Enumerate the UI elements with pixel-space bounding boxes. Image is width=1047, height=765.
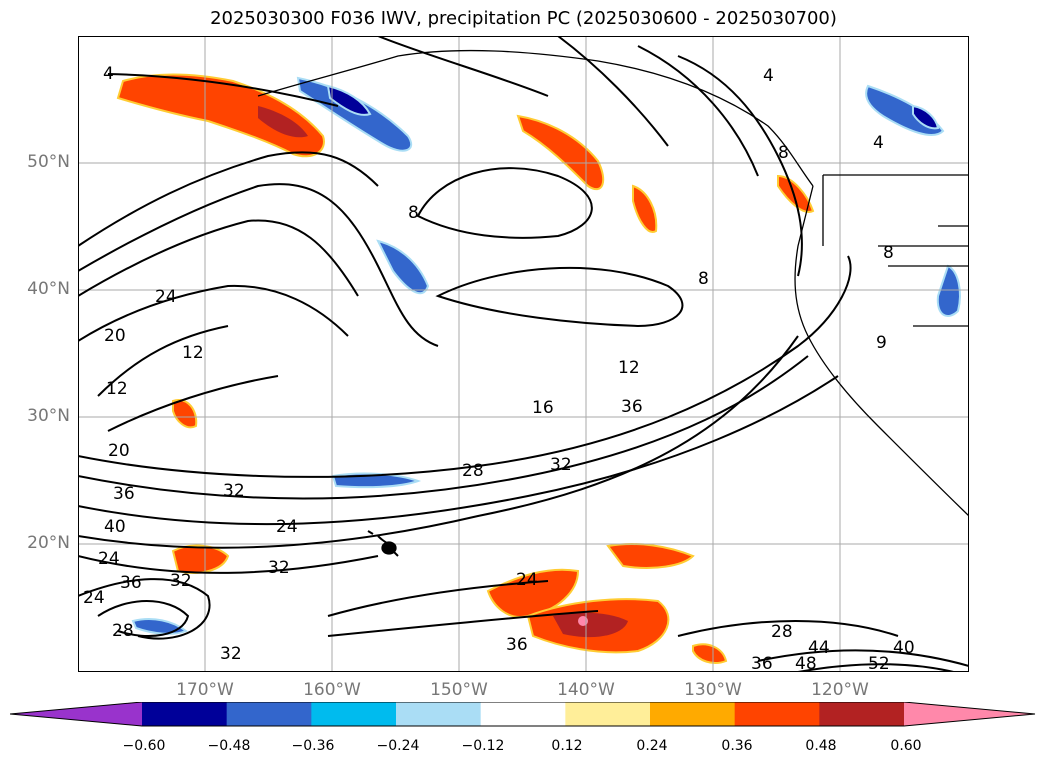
state-boundaries [822, 174, 969, 327]
precip-neg-area-south [131, 618, 189, 635]
contour-label: 36 [113, 484, 135, 504]
precip-neg-area-east [936, 264, 961, 317]
contour-label: 48 [795, 654, 817, 672]
precip-area-south-4 [692, 643, 728, 664]
contour-label: 32 [550, 455, 572, 475]
precip-neg-area-mid [376, 239, 430, 295]
lat-label: 40°N [27, 279, 70, 299]
colorbar-extend-low [10, 702, 142, 726]
precip-area-gulf [516, 114, 605, 191]
colorbar-extend-high [904, 702, 1035, 726]
contour-label: 12 [618, 358, 640, 378]
colorbar-segment [311, 702, 397, 726]
contour-label: 8 [408, 203, 419, 223]
colorbar-segment [480, 702, 566, 726]
lon-label: 170°W [176, 680, 234, 700]
colorbar-segment [819, 702, 905, 726]
colorbar-tick-label: 0.24 [636, 738, 668, 754]
lat-label: 50°N [27, 152, 70, 172]
colorbar-tick-label: 0.36 [721, 738, 753, 754]
precip-area-central [172, 399, 198, 429]
contour-label: 4 [873, 133, 884, 153]
contour-label: 36 [120, 573, 142, 593]
colorbar-tick-label: −0.12 [461, 738, 505, 754]
chart-title: 2025030300 F036 IWV, precipitation PC (2… [210, 8, 837, 29]
lon-label: 130°W [684, 680, 742, 700]
contour-label: 28 [462, 461, 484, 481]
precip-neg-core-ne [912, 104, 940, 130]
precip-core-north [258, 106, 308, 138]
lat-label: 30°N [27, 406, 70, 426]
coastlines [257, 49, 969, 557]
colorbar-tick-label: −0.48 [207, 738, 251, 754]
contour-label: 32 [268, 558, 290, 578]
contour-label: 4 [763, 66, 774, 86]
contour-label: 36 [621, 397, 643, 417]
lat-label: 20°N [27, 533, 70, 553]
precip-neg-core-gulf [326, 84, 372, 116]
contour-label: 32 [170, 571, 192, 591]
precip-positive-areas [116, 73, 815, 664]
colorbar-segments [10, 702, 1035, 726]
contour-label: 28 [112, 621, 134, 641]
contour-label: 9 [876, 333, 887, 353]
precip-area-south-1 [486, 568, 580, 618]
contour-labels: 4 4 4 8 8 8 8 9 12 12 12 16 20 20 24 24 … [83, 64, 915, 672]
lon-label: 140°W [557, 680, 615, 700]
north-america-west-coast [794, 185, 969, 517]
contour-label: 24 [83, 588, 105, 608]
colorbar-tick-label: −0.60 [122, 738, 166, 754]
contour-label: 24 [98, 549, 120, 569]
map-gridlines [78, 36, 969, 672]
iwv-contours [78, 36, 969, 672]
contour-label: 20 [104, 326, 126, 346]
contour-label: 52 [868, 654, 890, 672]
precip-area-north [116, 73, 325, 158]
precip-area-mid [632, 184, 658, 233]
colorbar-segment [565, 702, 651, 726]
precip-negative-areas [131, 76, 961, 635]
colorbar-tick-label: −0.24 [376, 738, 420, 754]
contour-label: 36 [751, 654, 773, 672]
contour-label: 8 [883, 243, 894, 263]
colorbar-segment [226, 702, 312, 726]
contour-label: 24 [155, 287, 177, 307]
precip-core-south [553, 612, 628, 638]
colorbar-tick-label: 0.60 [890, 738, 922, 754]
lon-label: 160°W [303, 680, 361, 700]
colorbar-tick-label: −0.36 [291, 738, 335, 754]
colorbar-segment [396, 702, 482, 726]
precip-area-coast [777, 174, 815, 213]
map-panel: 4 4 4 8 8 8 8 9 12 12 12 16 20 20 24 24 … [78, 36, 969, 672]
contour-label: 24 [516, 570, 538, 590]
contour-label: 24 [276, 517, 298, 537]
contour-label: 28 [771, 622, 793, 642]
map-frame [78, 36, 969, 672]
contour-label: 12 [106, 379, 128, 399]
contour-label: 36 [506, 635, 528, 655]
lon-label: 150°W [430, 680, 488, 700]
hawaii-big-island [381, 541, 397, 555]
colorbar-tick-label: 0.12 [551, 738, 583, 754]
contour-label: 8 [778, 143, 789, 163]
contour-label: 16 [532, 398, 554, 418]
colorbar [10, 702, 1036, 727]
contour-label: 40 [893, 638, 915, 658]
contour-label: 40 [104, 517, 126, 537]
alaska-coast [257, 49, 814, 187]
colorbar-segment [650, 702, 736, 726]
contour-label: 4 [103, 64, 114, 84]
contour-label: 44 [808, 638, 830, 658]
colorbar-segment [142, 702, 228, 726]
contour-label: 8 [698, 269, 709, 289]
colorbar-outline [10, 702, 1036, 727]
contour-label: 32 [223, 481, 245, 501]
colorbar-segment [734, 702, 820, 726]
contour-label: 20 [108, 441, 130, 461]
contour-label: 12 [182, 343, 204, 363]
contour-label: 32 [220, 644, 242, 664]
lon-label: 120°W [811, 680, 869, 700]
colorbar-tick-label: 0.48 [805, 738, 837, 754]
